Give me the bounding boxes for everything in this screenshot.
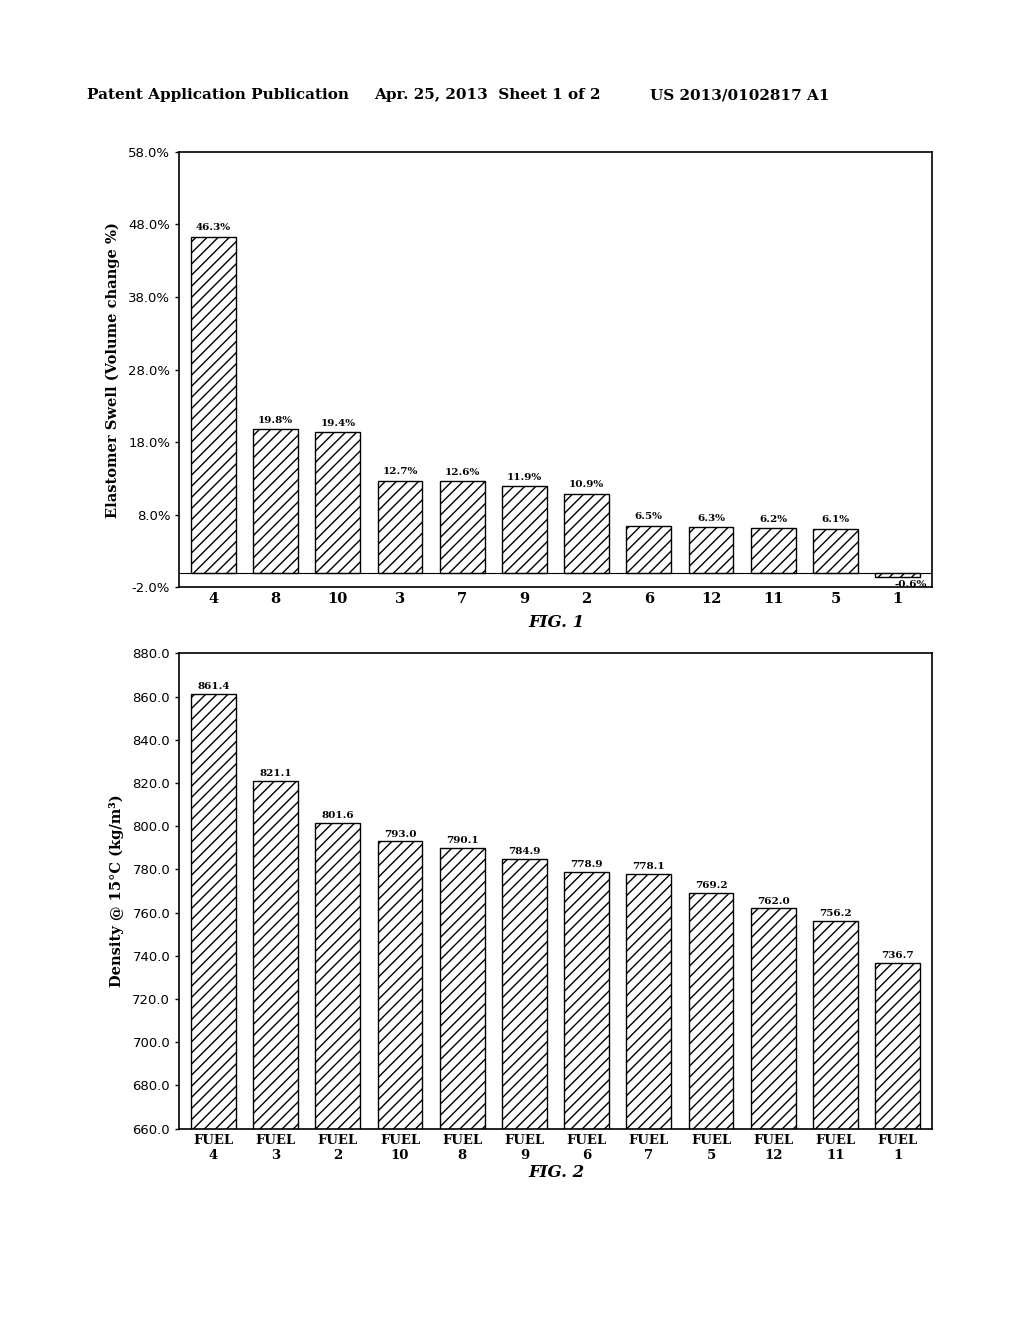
Bar — [440, 482, 484, 573]
Bar — [688, 892, 733, 1320]
Bar — [191, 236, 236, 573]
Bar — [253, 429, 298, 573]
Text: FIG. 1: FIG. 1 — [528, 614, 584, 631]
Bar — [751, 908, 796, 1320]
Bar — [378, 841, 423, 1320]
Bar — [564, 871, 609, 1320]
Bar — [813, 528, 858, 573]
Y-axis label: Elastomer Swell (Volume change %): Elastomer Swell (Volume change %) — [105, 222, 120, 517]
Bar — [627, 874, 671, 1320]
Text: 801.6: 801.6 — [322, 812, 354, 820]
Text: 784.9: 784.9 — [508, 847, 541, 857]
Text: 778.1: 778.1 — [633, 862, 666, 871]
Bar — [502, 859, 547, 1320]
Bar — [564, 494, 609, 573]
Text: 769.2: 769.2 — [694, 882, 727, 890]
Text: 736.7: 736.7 — [882, 952, 914, 961]
Bar — [191, 693, 236, 1320]
Text: 19.8%: 19.8% — [258, 416, 293, 425]
Y-axis label: Density @ 15°C (kg/m³): Density @ 15°C (kg/m³) — [109, 795, 124, 987]
Text: 6.3%: 6.3% — [697, 513, 725, 523]
Bar — [751, 528, 796, 573]
Text: US 2013/0102817 A1: US 2013/0102817 A1 — [650, 88, 829, 102]
Text: 46.3%: 46.3% — [196, 223, 231, 232]
Bar — [378, 480, 423, 573]
Bar — [440, 847, 484, 1320]
Text: 756.2: 756.2 — [819, 909, 852, 919]
Text: FIG. 2: FIG. 2 — [528, 1164, 584, 1181]
Bar — [627, 525, 671, 573]
Text: 6.2%: 6.2% — [759, 515, 787, 524]
Text: 12.6%: 12.6% — [444, 469, 480, 477]
Text: 762.0: 762.0 — [757, 896, 790, 906]
Text: 6.5%: 6.5% — [635, 512, 663, 521]
Text: 790.1: 790.1 — [445, 836, 478, 845]
Bar — [253, 780, 298, 1320]
Text: 11.9%: 11.9% — [507, 473, 542, 482]
Bar — [688, 527, 733, 573]
Text: Apr. 25, 2013  Sheet 1 of 2: Apr. 25, 2013 Sheet 1 of 2 — [374, 88, 600, 102]
Text: 19.4%: 19.4% — [321, 418, 355, 428]
Text: 778.9: 778.9 — [570, 861, 603, 869]
Bar — [876, 962, 920, 1320]
Bar — [813, 921, 858, 1320]
Text: 6.1%: 6.1% — [821, 515, 850, 524]
Text: 861.4: 861.4 — [198, 682, 229, 690]
Text: 12.7%: 12.7% — [382, 467, 418, 477]
Bar — [315, 822, 360, 1320]
Text: -0.6%: -0.6% — [895, 581, 927, 589]
Bar — [315, 432, 360, 573]
Text: 821.1: 821.1 — [259, 770, 292, 777]
Bar — [876, 573, 920, 577]
Text: 10.9%: 10.9% — [569, 480, 604, 490]
Text: Patent Application Publication: Patent Application Publication — [87, 88, 349, 102]
Text: 793.0: 793.0 — [384, 830, 417, 838]
Bar — [502, 487, 547, 573]
